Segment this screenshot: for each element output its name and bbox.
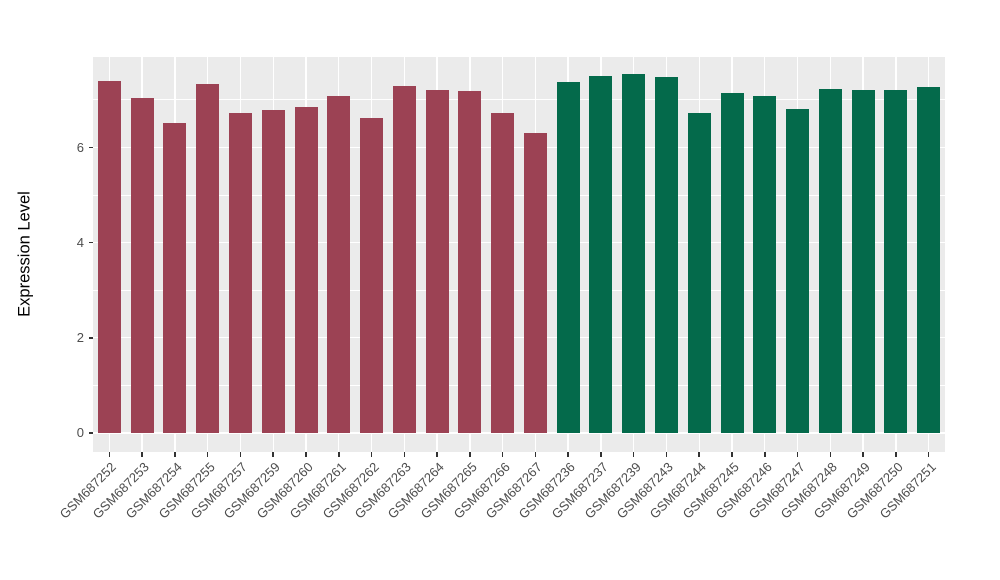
y-tick-mark [89, 146, 93, 149]
bar [261, 109, 285, 433]
x-tick-mark [141, 452, 143, 457]
x-tick-mark [632, 452, 635, 457]
bar [523, 133, 547, 433]
bar [556, 81, 580, 433]
gridline-major [93, 337, 945, 339]
y-tick-label: 6 [76, 139, 84, 155]
bar [163, 122, 187, 433]
gridline-major [93, 432, 945, 434]
y-tick-mark [89, 432, 93, 434]
bar [917, 87, 941, 433]
plot-panel [93, 57, 945, 452]
x-tick-mark [469, 452, 471, 457]
bar [327, 96, 351, 433]
y-tick-label: 4 [76, 235, 84, 251]
x-tick-mark [206, 452, 209, 457]
gridline-minor [93, 194, 945, 196]
x-tick-mark [534, 452, 537, 457]
y-tick-mark [89, 337, 93, 339]
x-tick-mark [698, 452, 700, 457]
bar [392, 85, 416, 433]
x-tick-mark [239, 452, 242, 457]
bar [654, 76, 678, 433]
x-tick-mark [764, 452, 766, 457]
bar [818, 88, 842, 433]
gridline-minor [93, 385, 945, 386]
x-tick-mark [796, 452, 799, 457]
x-tick-mark [567, 452, 569, 457]
bar [294, 106, 318, 433]
x-tick-mark [403, 452, 406, 457]
bar [130, 97, 154, 433]
x-tick-mark [927, 452, 930, 457]
x-tick-mark [665, 452, 668, 457]
bar [458, 91, 482, 433]
bar [228, 113, 252, 433]
bar [360, 117, 384, 433]
gridline-minor [93, 99, 945, 101]
bar [753, 96, 777, 433]
x-tick-mark [108, 452, 111, 457]
gridline-major [93, 241, 945, 244]
x-tick-mark [829, 452, 832, 457]
bar [786, 108, 810, 433]
bar [491, 113, 515, 433]
x-tick-mark [501, 452, 504, 457]
x-tick-mark [600, 452, 602, 457]
y-tick-label: 2 [76, 330, 84, 346]
x-tick-mark [272, 452, 274, 457]
y-tick-label: 0 [76, 425, 84, 441]
gridline-major [93, 146, 945, 149]
bar [196, 83, 220, 433]
bar [884, 89, 908, 433]
bar [589, 75, 613, 433]
bar [687, 112, 711, 433]
y-tick-mark [89, 241, 93, 244]
x-tick-mark [731, 452, 733, 457]
x-tick-mark [305, 452, 307, 457]
x-tick-mark [174, 452, 176, 457]
gridline-minor [93, 289, 945, 291]
x-tick-mark [895, 452, 897, 457]
x-tick-mark [370, 452, 373, 457]
x-tick-mark [338, 452, 340, 457]
bar [720, 93, 744, 433]
y-axis-title: Expression Level [15, 191, 34, 317]
bar [622, 74, 646, 433]
x-tick-mark [862, 452, 864, 457]
bar [851, 89, 875, 433]
bar [97, 80, 121, 433]
x-tick-mark [436, 452, 438, 457]
bar [425, 89, 449, 433]
